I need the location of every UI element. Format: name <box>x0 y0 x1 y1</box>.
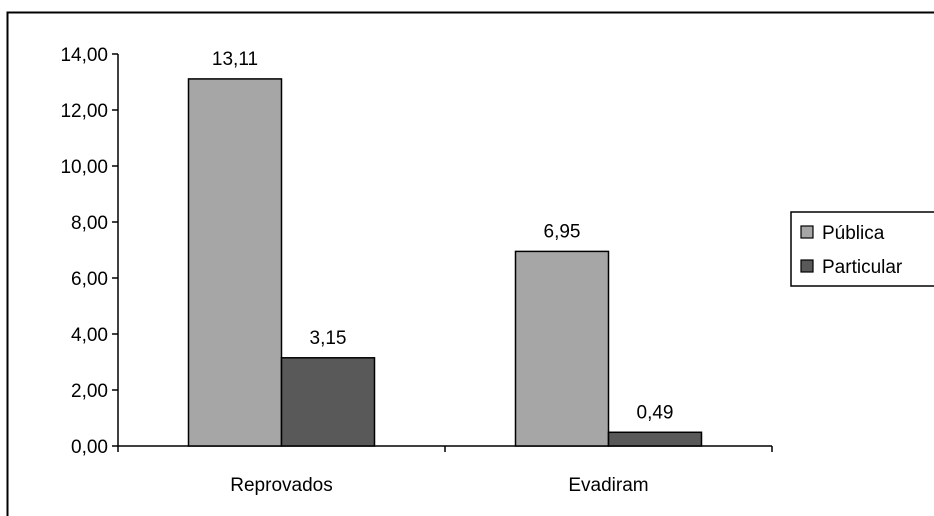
y-tick-label: 0,00 <box>71 437 108 458</box>
y-tick-label: 2,00 <box>71 381 108 402</box>
bar-particular-reprovados <box>280 357 376 447</box>
category-label: Reprovados <box>230 475 332 496</box>
y-axis: 0,00 2,00 4,00 6,00 8,00 10,00 12,00 14,00 <box>60 45 119 458</box>
legend: Pública Particular <box>790 211 934 287</box>
legend-entry: Particular <box>822 257 903 278</box>
y-tick-label: 10,00 <box>60 157 108 178</box>
data-labels: 13,11 3,15 6,95 0,49 <box>212 49 674 423</box>
legend-entry: Pública <box>822 223 885 244</box>
y-tick-label: 6,00 <box>71 269 108 290</box>
bars <box>187 78 703 447</box>
y-tick-label: 14,00 <box>60 45 108 66</box>
category-label: Evadiram <box>568 475 648 496</box>
bar-p-blica-evadiram <box>514 250 610 447</box>
bar-p-blica-reprovados <box>187 78 283 447</box>
legend-frame <box>790 211 934 287</box>
x-axis: Reprovados Evadiram <box>117 445 773 496</box>
legend-swatch <box>800 225 814 239</box>
y-tick-label: 12,00 <box>60 101 108 122</box>
data-label: 13,11 <box>212 49 258 70</box>
legend-swatch <box>800 259 814 273</box>
chart-frame <box>6 11 934 516</box>
data-label: 6,95 <box>544 221 581 242</box>
y-tick-label: 4,00 <box>71 325 108 346</box>
y-tick-label: 8,00 <box>71 213 108 234</box>
data-label: 0,49 <box>637 402 674 423</box>
data-label: 3,15 <box>310 328 347 349</box>
bar-particular-evadiram <box>607 431 703 447</box>
